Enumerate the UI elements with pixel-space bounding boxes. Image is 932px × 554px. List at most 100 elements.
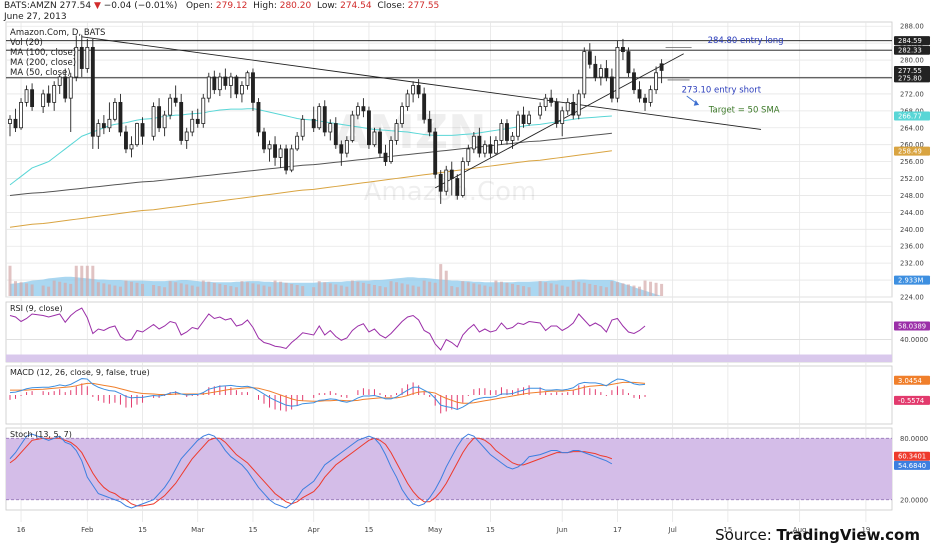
price-axis-tick: 268.00	[900, 107, 924, 115]
candle-up	[162, 114, 167, 129]
candle-down	[140, 123, 145, 137]
low-value: 274.54	[340, 1, 372, 11]
volume-bar	[516, 285, 520, 296]
volume-bar	[14, 281, 18, 296]
candle-up	[57, 76, 62, 86]
volume-bar	[91, 265, 95, 296]
volume-bar	[190, 285, 194, 296]
price-label-box	[894, 146, 930, 156]
rsi-line	[9, 307, 646, 351]
candle-up	[527, 114, 532, 124]
volume-bar	[301, 286, 305, 296]
annotation-entry-short: 273.10 entry short	[682, 85, 762, 95]
time-axis-tick: Mar	[191, 526, 204, 534]
candle-down	[383, 152, 388, 163]
candle-down	[311, 118, 316, 129]
candle-up	[344, 140, 349, 154]
volume-bar	[395, 282, 399, 296]
rsi-axis-tick: 40.0000	[900, 336, 928, 344]
candle-up	[151, 106, 156, 137]
candle-up	[615, 46, 620, 99]
candle-up	[267, 144, 272, 150]
candle-up	[471, 135, 476, 150]
candle-up	[190, 118, 195, 133]
candle-up	[482, 144, 487, 154]
time-axis-tick: Feb	[81, 526, 94, 534]
down-arrow-icon: ▼	[93, 1, 101, 11]
price-label-text: 275.80	[898, 74, 922, 82]
candle-down	[422, 93, 427, 120]
candle-up	[52, 85, 57, 103]
candle-up	[350, 114, 355, 141]
candle-down	[433, 131, 438, 175]
rsi-title: RSI (9, close)	[10, 304, 63, 313]
candle-down	[124, 131, 128, 150]
volume-bar	[466, 282, 470, 296]
price-axis-tick: 248.00	[900, 192, 924, 200]
candle-up	[648, 89, 653, 103]
candle-down	[173, 97, 178, 103]
candle-down	[626, 51, 631, 74]
candle-up	[466, 148, 471, 163]
candle-up	[112, 101, 117, 120]
time-axis-tick: 16	[17, 526, 26, 534]
volume-bar	[615, 282, 619, 296]
volume-bar	[604, 287, 608, 296]
candle-down	[455, 178, 460, 196]
time-axis-tick: 15	[486, 526, 495, 534]
volume-bar	[511, 283, 515, 296]
volume-bar	[279, 281, 283, 296]
volume-bar	[96, 282, 100, 296]
candle-down	[659, 63, 664, 71]
candle-down	[234, 76, 239, 95]
price-label-box	[894, 111, 930, 121]
trendline	[81, 36, 762, 130]
candle-up	[24, 89, 29, 103]
header-symbol: BATS:AMZN	[4, 1, 57, 11]
legend-ma50: MA (50, close)	[10, 68, 71, 78]
price-label-text: 282.33	[898, 47, 922, 55]
volume-bar	[262, 285, 266, 296]
candle-up	[289, 148, 294, 171]
volume-bar	[378, 286, 382, 296]
volume-bar	[544, 282, 548, 296]
candle-up	[560, 110, 565, 124]
pane-frame	[5, 365, 893, 425]
candle-down	[63, 76, 68, 99]
price-axis-tick: 264.00	[900, 124, 924, 132]
volume-bar	[118, 286, 122, 296]
volume-bar	[477, 284, 481, 296]
volume-bar	[450, 286, 454, 296]
volume-bar	[295, 285, 299, 296]
candle-down	[223, 76, 228, 86]
stoch-title: Stoch (13, 5, 7)	[10, 430, 72, 439]
volume-bar	[499, 281, 503, 296]
candle-up	[411, 85, 416, 95]
candle-up	[96, 123, 101, 137]
stoch-d-line	[9, 437, 613, 507]
time-axis-tick: 15	[723, 526, 732, 534]
volume-bar	[163, 287, 167, 296]
volume-bar	[207, 281, 211, 296]
price-label-text: 258.49	[898, 148, 922, 156]
volume-bar	[323, 282, 327, 296]
candle-up	[538, 106, 543, 116]
stoch-axis-tick: 80.0000	[900, 435, 928, 443]
volume-bar	[25, 283, 29, 296]
volume-bar	[444, 270, 448, 296]
volume-bar	[549, 283, 553, 296]
volume-bar	[245, 282, 249, 296]
volume-bar	[411, 285, 415, 296]
annotation-entry-long: 284.80 entry long	[708, 36, 784, 46]
candle-up	[317, 106, 322, 129]
candle-up	[217, 76, 222, 91]
candle-down	[273, 144, 277, 158]
volume-bar	[240, 281, 244, 296]
price-label-box	[894, 275, 930, 285]
volume-bar	[422, 280, 426, 296]
candle-down	[505, 123, 509, 141]
volume-bar	[577, 281, 581, 296]
candle-down	[333, 123, 338, 146]
candle-up	[598, 68, 603, 78]
candle-down	[521, 114, 526, 124]
